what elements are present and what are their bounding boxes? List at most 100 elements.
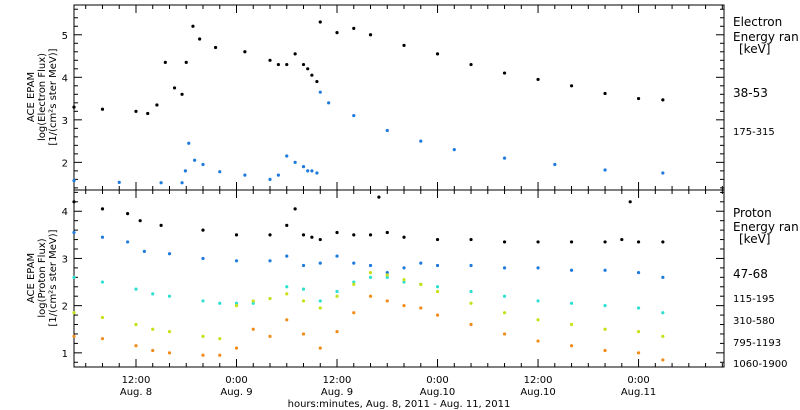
data-point xyxy=(234,233,239,237)
data-point xyxy=(151,348,155,353)
data-point xyxy=(469,301,473,305)
data-point xyxy=(167,351,172,355)
data-point xyxy=(661,334,665,338)
data-point xyxy=(301,233,306,237)
data-point xyxy=(218,170,222,174)
data-point xyxy=(134,322,138,327)
data-point xyxy=(352,311,356,315)
x-tick-time: 0:00 xyxy=(627,375,649,386)
data-point xyxy=(569,344,574,348)
data-point xyxy=(151,292,155,296)
data-point xyxy=(603,91,607,96)
data-point xyxy=(134,287,138,291)
y-tick-label: 3 xyxy=(62,116,68,127)
proton-legend-47-68: 47-68 xyxy=(733,267,768,281)
data-point xyxy=(377,195,381,199)
data-point xyxy=(536,240,540,244)
data-point xyxy=(285,285,289,289)
data-point xyxy=(167,252,172,256)
data-point xyxy=(183,169,187,173)
data-point xyxy=(234,346,239,350)
data-point xyxy=(310,169,314,173)
data-point xyxy=(318,299,322,303)
data-point xyxy=(368,263,373,268)
data-point xyxy=(301,332,306,336)
series-47-68 xyxy=(72,195,665,244)
proton-ylabel-unit: [1/(cm²s ster MeV)] xyxy=(48,229,59,326)
y-tick-label: 2 xyxy=(62,158,68,169)
data-point xyxy=(368,233,373,237)
data-point xyxy=(243,173,247,177)
data-point xyxy=(636,271,641,275)
data-point xyxy=(146,111,150,116)
data-point xyxy=(661,171,665,175)
data-point xyxy=(268,177,272,181)
y-tick-label: 4 xyxy=(62,73,68,84)
data-point xyxy=(402,280,406,284)
data-point xyxy=(385,128,389,133)
data-point xyxy=(435,289,440,294)
x-tick-time: 12:00 xyxy=(524,375,553,386)
data-point xyxy=(335,294,339,298)
data-point xyxy=(419,261,423,265)
data-point xyxy=(502,332,507,336)
data-point xyxy=(234,301,239,305)
proton-legend-1060-1900: 1060-1900 xyxy=(733,359,788,370)
data-point xyxy=(301,299,306,303)
data-point xyxy=(603,348,607,353)
data-point xyxy=(318,306,322,310)
data-point xyxy=(636,306,641,310)
electron-data-points xyxy=(72,20,665,185)
x-tick-day: Aug.10 xyxy=(520,387,555,398)
data-point xyxy=(385,230,389,235)
data-point xyxy=(335,254,339,258)
data-point xyxy=(536,299,540,303)
data-point xyxy=(180,181,184,185)
data-point xyxy=(134,344,138,348)
series-175-315 xyxy=(72,90,665,185)
x-tick-time: 12:00 xyxy=(323,375,352,386)
data-point xyxy=(100,280,105,284)
data-point xyxy=(352,26,356,30)
x-tick-time: 12:00 xyxy=(122,375,151,386)
data-point xyxy=(301,263,306,268)
data-point xyxy=(163,60,167,65)
x-tick-day: Aug. 8 xyxy=(120,387,152,398)
data-point xyxy=(352,280,356,284)
data-point xyxy=(435,313,440,317)
x-tick-day: Aug. 9 xyxy=(220,387,252,398)
data-point xyxy=(159,181,163,185)
data-point xyxy=(385,275,389,279)
electron-panel: 2 3 4 5 ACE EPAM log(Electron Flux) [1/(cm²… xyxy=(26,4,799,191)
data-point xyxy=(603,268,607,272)
data-point xyxy=(201,162,205,167)
data-point xyxy=(251,327,255,331)
data-point xyxy=(661,311,665,315)
data-point xyxy=(636,351,641,355)
data-point xyxy=(385,271,389,275)
data-point xyxy=(285,154,289,158)
data-point xyxy=(234,259,239,263)
data-point xyxy=(201,299,205,303)
data-point xyxy=(469,322,473,327)
y-tick-label: 5 xyxy=(62,31,68,42)
data-point xyxy=(117,180,121,184)
data-point xyxy=(335,230,339,235)
data-point xyxy=(268,259,272,263)
data-point xyxy=(306,67,310,71)
data-point xyxy=(293,160,297,164)
data-point xyxy=(251,299,255,303)
series-795-1193 xyxy=(72,271,665,341)
data-point xyxy=(661,98,665,102)
data-point xyxy=(126,240,130,244)
data-point xyxy=(218,353,222,357)
data-point xyxy=(100,107,105,111)
data-point xyxy=(502,156,507,160)
proton-panel: 1 2 3 4 ACE EPAM log(Proton Flux) [1/(cm²s … xyxy=(26,189,799,370)
data-point xyxy=(234,304,239,308)
series-1060-1900 xyxy=(72,294,665,362)
data-point xyxy=(198,37,202,41)
data-point xyxy=(155,103,159,107)
data-point xyxy=(469,62,473,67)
